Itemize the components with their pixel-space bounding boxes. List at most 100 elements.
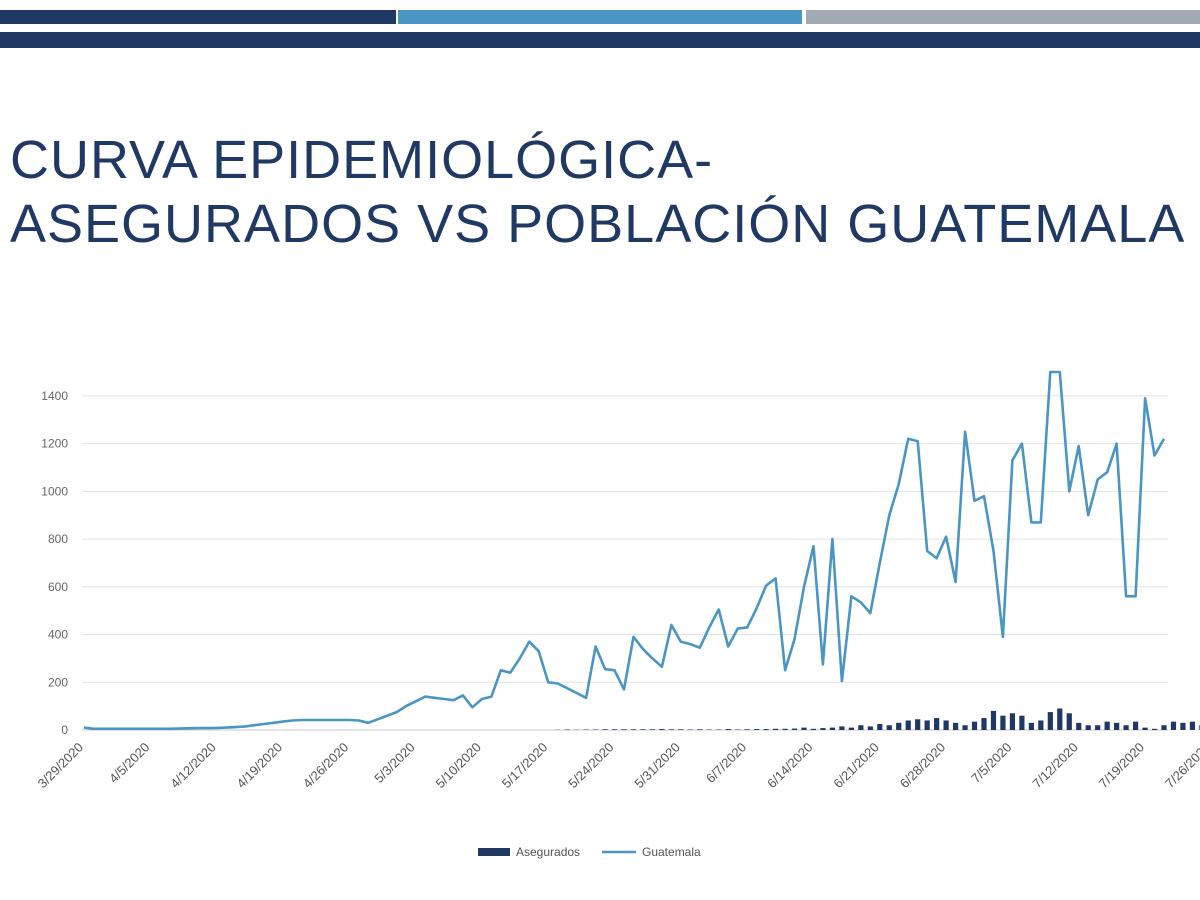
asegurados-bar [763,729,769,730]
x-tick-label: 6/7/2020 [703,740,749,786]
asegurados-bar [915,719,921,730]
x-tick-label: 5/3/2020 [371,740,417,786]
asegurados-bar [924,720,930,730]
asegurados-bar [1114,722,1120,730]
x-axis-tick-labels: 3/29/2020 4/5/2020 4/12/2020 4/19/2020 4/26/… [35,740,1200,792]
x-tick-label: 7/5/2020 [968,740,1014,786]
asegurados-bar [1123,725,1129,730]
asegurados-bar [801,727,807,730]
asegurados-bar [896,722,902,730]
y-tick-label: 600 [48,580,68,594]
header-band-dark [0,10,396,24]
asegurados-bar [725,729,731,730]
asegurados-bar [877,724,883,730]
asegurados-bar [649,729,656,730]
asegurados-bar [602,729,608,730]
y-axis-tick-labels: 0 200 400 600 800 1000 1200 1400 [41,389,68,737]
asegurados-bar [1076,722,1082,730]
asegurados-bar [754,729,760,730]
asegurados-bar [772,728,779,730]
asegurados-bar [630,729,637,730]
asegurados-bar [1000,715,1006,730]
asegurados-bar [943,720,949,730]
y-tick-label: 200 [48,675,68,689]
asegurados-bar [867,726,873,730]
asegurados-bar [697,729,703,730]
y-tick-label: 800 [48,532,68,546]
x-tick-label: 3/29/2020 [35,740,87,792]
asegurados-bar [810,728,817,730]
grid-lines [82,395,1168,731]
x-tick-label: 5/24/2020 [565,740,617,792]
epidemic-curve-chart: 0 200 400 600 800 1000 1200 1400 3/29/2020 4/5/2… [35,370,1200,859]
asegurados-bar [1161,725,1167,730]
x-tick-label: 6/21/2020 [830,740,882,792]
asegurados-bar [659,729,665,730]
guatemala-line-layer [83,370,1166,731]
asegurados-bar [1057,708,1063,730]
asegurados-bar [1132,721,1139,730]
slide-title-line-1: CURVA EPIDEMIOLÓGICA- [10,130,714,190]
legend-asegurados-swatch [478,848,510,856]
asegurados-bar [952,722,959,730]
asegurados-bar [1151,728,1158,730]
x-tick-label: 7/19/2020 [1096,740,1148,792]
x-tick-label: 6/28/2020 [897,740,949,792]
header-band-blue [398,10,802,24]
asegurados-bar [886,725,892,730]
asegurados-bar [1028,722,1034,730]
guatemala-line [83,370,1166,731]
y-tick-label: 1400 [41,389,68,403]
asegurados-bar [1085,725,1091,730]
asegurados-bar [744,729,750,730]
x-tick-label: 4/12/2020 [167,740,219,792]
asegurados-bar [640,729,646,730]
asegurados-bar [1189,721,1196,730]
asegurados-bar [1019,715,1025,730]
y-tick-label: 1200 [41,437,68,451]
slide-title-line-2: ASEGURADOS VS POBLACIÓN GUATEMALA [10,194,1186,254]
x-tick-label: 5/31/2020 [631,740,683,792]
asegurados-bar [839,726,845,730]
asegurados-bar [1104,721,1110,730]
asegurados-bar [990,710,997,730]
asegurados-bar [962,725,968,730]
asegurados-bar [1095,725,1101,730]
asegurados-bar [611,729,618,730]
asegurados-bar [1047,712,1053,730]
asegurados-bar [905,720,911,730]
y-tick-label: 400 [48,628,68,642]
legend-guatemala-label: Guatemala [642,845,701,859]
x-tick-label: 6/14/2020 [764,740,816,792]
legend-asegurados-label: Asegurados [516,845,580,859]
y-tick-label: 1000 [41,484,68,498]
asegurados-bar [1170,721,1177,730]
slide-title: CURVA EPIDEMIOLÓGICA- ASEGURADOS VS POBL… [10,128,1190,256]
asegurados-bar [1038,720,1044,730]
x-tick-label: 5/10/2020 [433,740,485,792]
asegurados-bar [981,718,987,730]
x-tick-label: 4/26/2020 [300,740,352,792]
x-tick-label: 5/17/2020 [499,740,551,792]
header-rule [0,32,1200,48]
x-tick-label: 4/19/2020 [234,740,286,792]
asegurados-bar [678,729,684,730]
y-tick-label: 0 [61,723,68,737]
asegurados-bar [668,729,674,730]
asegurados-bar [1142,727,1148,730]
x-tick-label: 7/26/2020 [1162,740,1200,792]
asegurados-bar [829,727,836,730]
asegurados-bar [1066,713,1072,730]
asegurados-bar [1009,713,1016,730]
asegurados-bar [934,718,940,730]
chart-legend: Asegurados Guatemala [478,845,701,859]
asegurados-bar [1180,722,1186,730]
header-band-gray [806,10,1200,24]
x-tick-label: 7/12/2020 [1029,740,1081,792]
asegurados-bar [820,728,826,730]
asegurados-bar [858,725,864,730]
asegurados-bar [791,728,798,730]
x-tick-label: 4/5/2020 [106,740,152,786]
asegurados-bars [555,708,1200,730]
asegurados-bar [782,728,788,730]
